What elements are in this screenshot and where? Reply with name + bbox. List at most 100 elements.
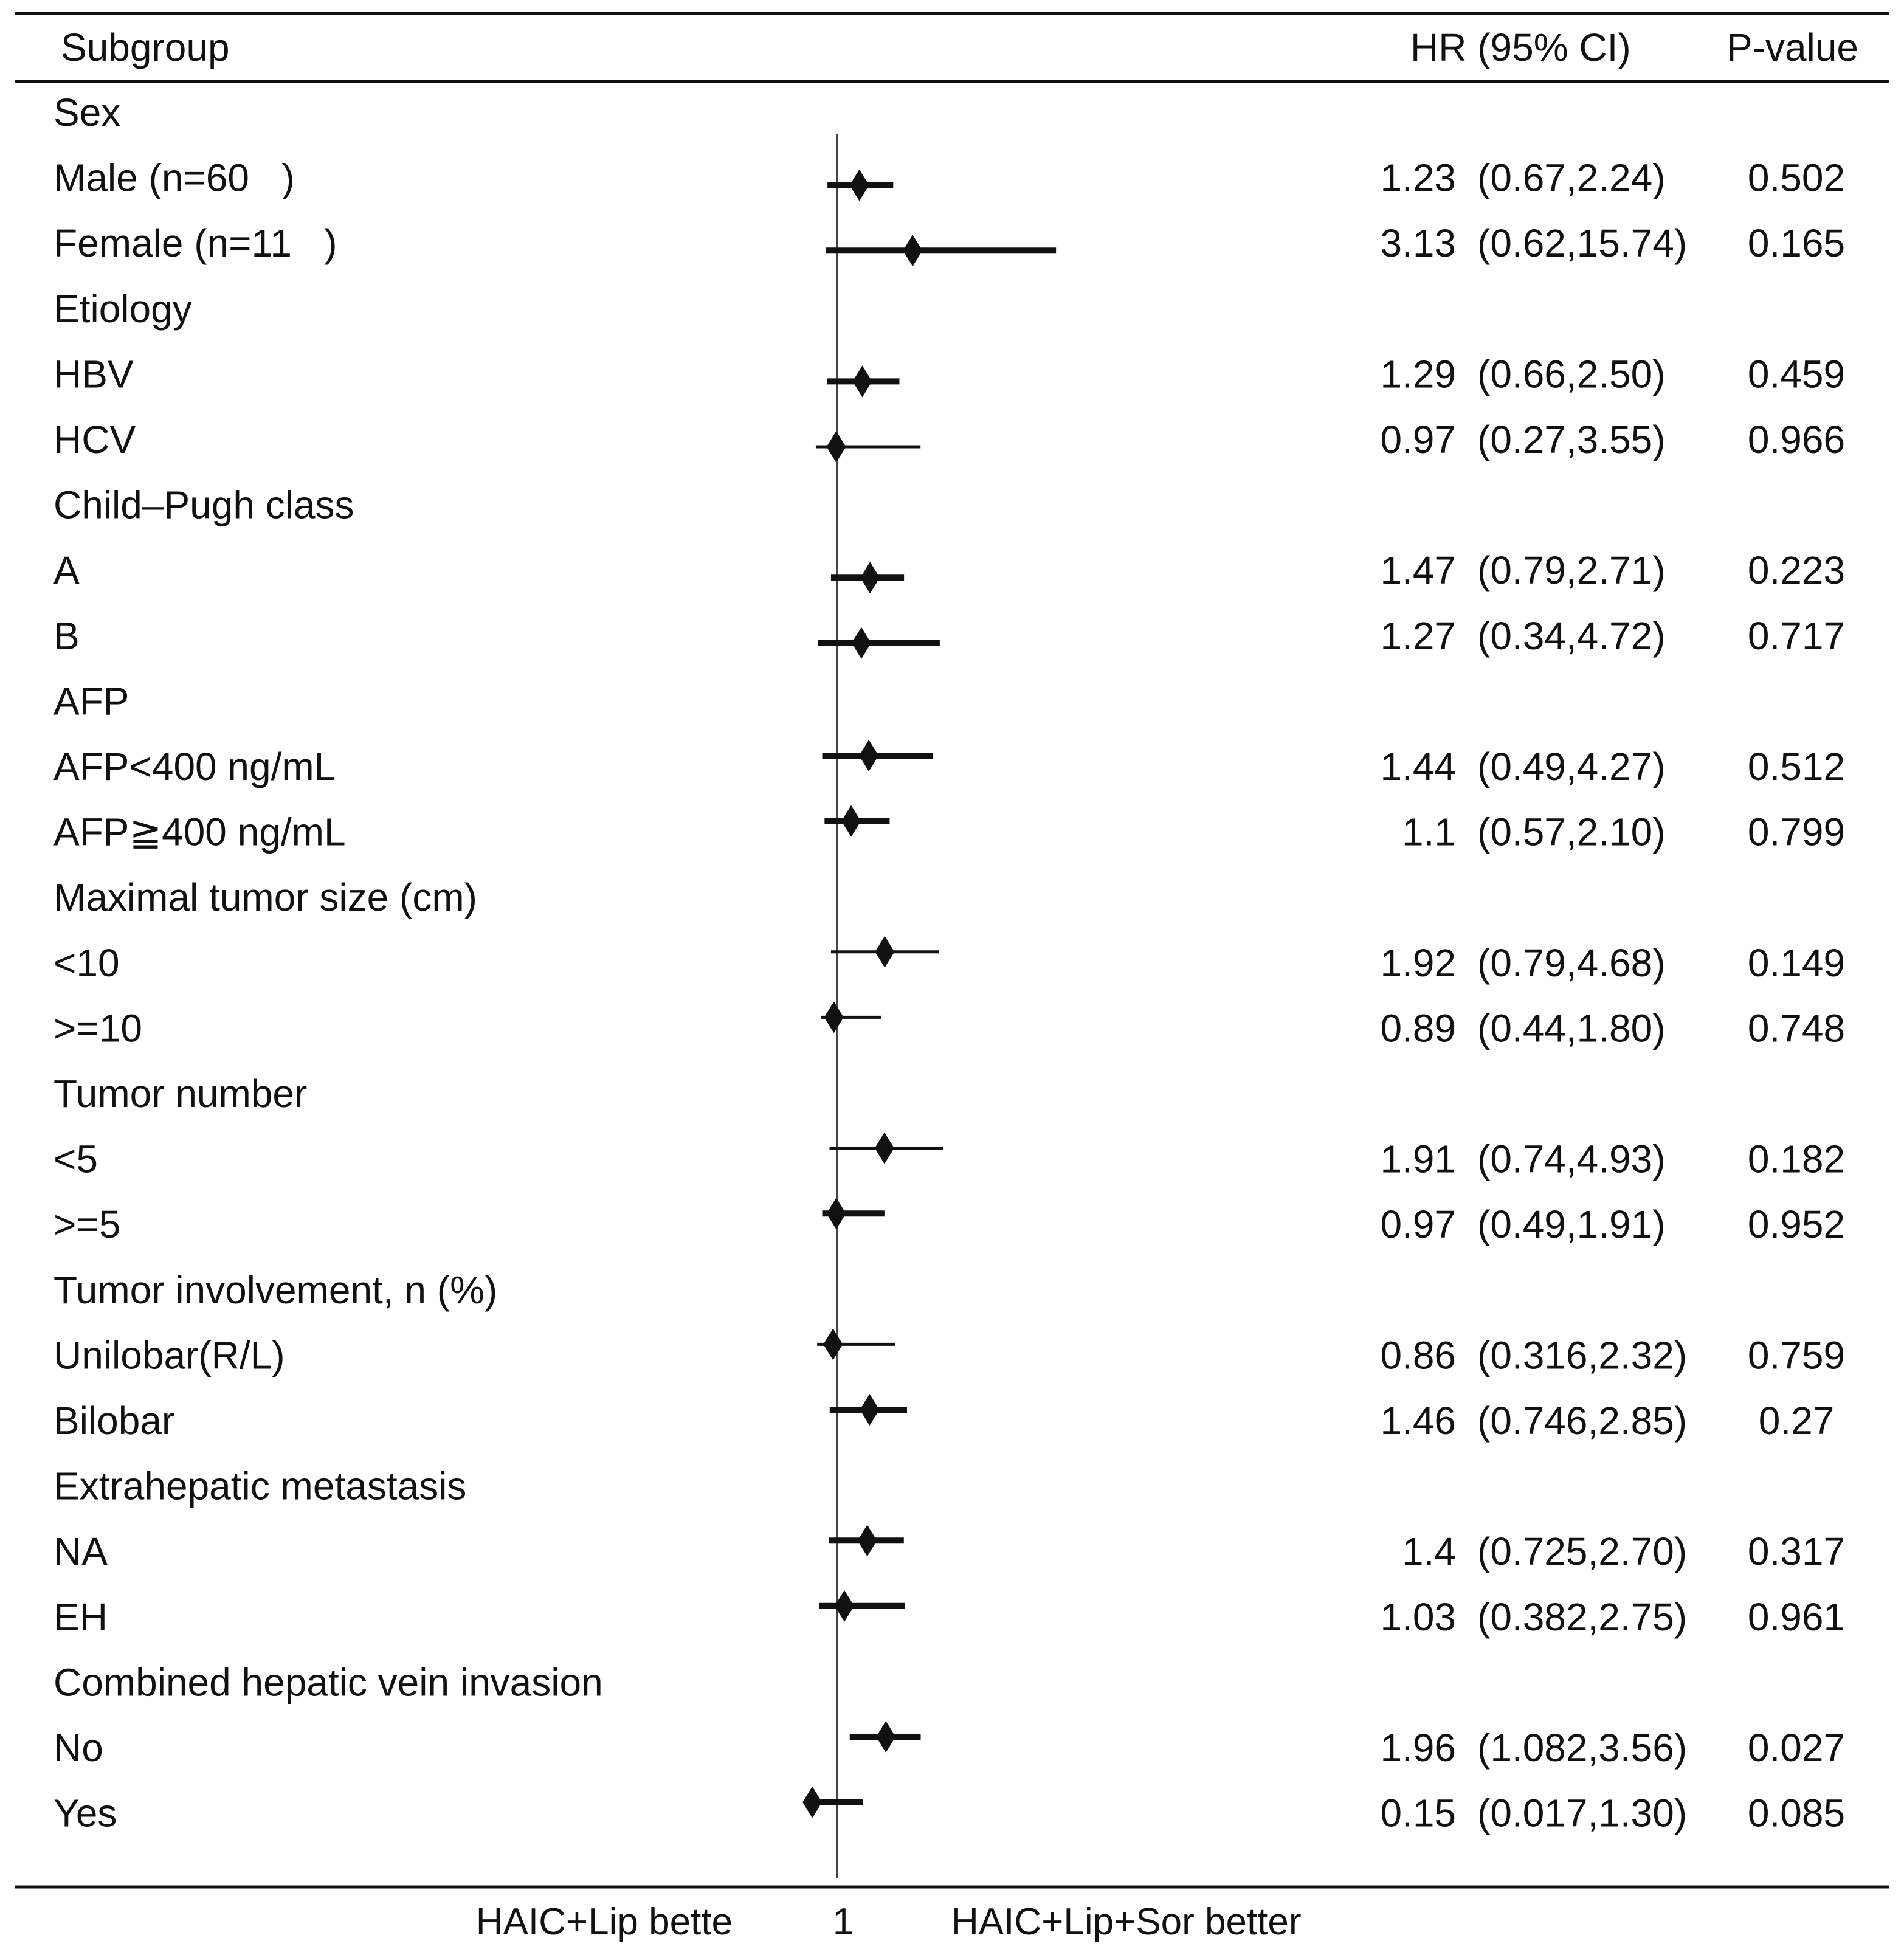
p-value: 0.799 xyxy=(1748,810,1845,854)
hr-value: 1.4 xyxy=(1402,1530,1456,1573)
ci-value: (0.316,2.32) xyxy=(1477,1333,1687,1377)
subgroup-header: Maximal tumor size (cm) xyxy=(53,875,477,919)
hr-value: 0.15 xyxy=(1380,1792,1456,1835)
p-value: 0.165 xyxy=(1748,221,1845,265)
header-subgroup: Subgroup xyxy=(61,26,230,69)
p-value: 0.502 xyxy=(1748,156,1845,200)
hr-value: 1.91 xyxy=(1380,1137,1456,1181)
subgroup-header: Extrahepatic metastasis xyxy=(53,1464,466,1508)
hr-value: 3.13 xyxy=(1380,221,1456,265)
hr-value: 1.96 xyxy=(1380,1726,1456,1770)
subgroup-label: AFP≧400 ng/mL xyxy=(53,810,346,854)
ci-value: (0.62,15.74) xyxy=(1477,221,1687,265)
hr-point xyxy=(876,1721,896,1753)
p-value: 0.952 xyxy=(1748,1202,1845,1246)
subgroup-label: >=10 xyxy=(53,1006,142,1050)
hr-value: 0.97 xyxy=(1380,1202,1456,1246)
subgroup-label: Female (n=11 ) xyxy=(53,221,337,265)
subgroup-label: HBV xyxy=(53,352,134,396)
hr-point xyxy=(841,805,861,837)
subgroup-label: <10 xyxy=(53,941,120,985)
hr-value: 1.03 xyxy=(1380,1595,1456,1639)
p-value: 0.182 xyxy=(1748,1137,1845,1181)
subgroup-label: B xyxy=(53,614,80,658)
subgroup-label: <5 xyxy=(53,1137,98,1181)
hr-value: 1.46 xyxy=(1380,1399,1456,1443)
p-value: 0.459 xyxy=(1748,352,1845,396)
subgroup-header: Combined hepatic vein invasion xyxy=(53,1660,603,1704)
hr-point xyxy=(875,936,895,968)
hr-value: 1.92 xyxy=(1380,941,1456,985)
ci-value: (0.49,1.91) xyxy=(1477,1202,1666,1246)
p-value: 0.027 xyxy=(1748,1726,1845,1770)
p-value: 0.717 xyxy=(1748,614,1845,658)
hr-point xyxy=(834,1590,854,1622)
subgroup-header: AFP xyxy=(53,679,129,723)
subgroup-label: A xyxy=(53,548,80,592)
p-value: 0.961 xyxy=(1748,1595,1845,1639)
hr-point xyxy=(824,1001,844,1033)
p-value: 0.966 xyxy=(1748,418,1845,461)
p-value: 0.759 xyxy=(1748,1333,1845,1377)
p-value: 0.223 xyxy=(1748,548,1845,592)
hr-point xyxy=(852,365,872,398)
p-value: 0.512 xyxy=(1748,745,1845,788)
ci-value: (0.746,2.85) xyxy=(1477,1399,1687,1443)
subgroup-header: Tumor number xyxy=(53,1072,307,1116)
p-value: 0.27 xyxy=(1759,1399,1835,1443)
subgroup-label: Male (n=60 ) xyxy=(53,156,295,200)
hr-point xyxy=(802,1786,823,1818)
ci-value: (0.67,2.24) xyxy=(1477,156,1666,200)
ci-value: (0.66,2.50) xyxy=(1477,352,1666,396)
subgroup-header: Tumor involvement, n (%) xyxy=(53,1268,497,1312)
hr-point xyxy=(859,740,879,771)
ci-value: (0.79,4.68) xyxy=(1477,941,1666,985)
header-p-value: P-value xyxy=(1726,26,1858,69)
subgroup-label: No xyxy=(53,1726,103,1770)
hr-point xyxy=(860,562,880,594)
ci-value: (0.74,4.93) xyxy=(1477,1137,1666,1181)
hr-point xyxy=(849,169,869,201)
ci-value: (0.017,1.30) xyxy=(1477,1792,1687,1835)
ci-value: (0.79,2.71) xyxy=(1477,548,1666,592)
subgroup-label: Yes xyxy=(53,1792,117,1835)
subgroup-header: Etiology xyxy=(53,287,192,331)
hr-value: 0.97 xyxy=(1380,418,1456,461)
subgroup-label: HCV xyxy=(53,418,136,461)
hr-value: 1.27 xyxy=(1380,614,1456,658)
hr-value: 1.47 xyxy=(1380,548,1456,592)
ci-value: (0.44,1.80) xyxy=(1477,1006,1666,1050)
axis-reference-label: 1 xyxy=(833,1901,854,1943)
p-value: 0.149 xyxy=(1748,941,1845,985)
p-value: 0.748 xyxy=(1748,1006,1845,1050)
ci-value: (0.34,4.72) xyxy=(1477,614,1666,658)
hr-value: 0.89 xyxy=(1380,1006,1456,1050)
subgroup-label: Unilobar(R/L) xyxy=(53,1333,285,1377)
forest-rows: Sex Male (n=60 ) 1.23 (0.67,2.24) 0.502 Femal… xyxy=(53,91,1845,1835)
hr-point xyxy=(874,1132,894,1164)
p-value: 0.317 xyxy=(1748,1530,1845,1573)
p-value: 0.085 xyxy=(1748,1792,1845,1835)
hr-value: 1.23 xyxy=(1380,156,1456,200)
ci-value: (0.27,3.55) xyxy=(1477,418,1666,461)
hr-point xyxy=(823,1328,843,1361)
subgroup-header: Sex xyxy=(53,91,120,134)
ci-value: (0.725,2.70) xyxy=(1477,1530,1687,1573)
subgroup-label: >=5 xyxy=(53,1202,120,1246)
hr-point xyxy=(851,627,871,659)
ci-value: (0.382,2.75) xyxy=(1477,1595,1687,1639)
ci-value: (0.49,4.27) xyxy=(1477,745,1666,788)
hr-point xyxy=(860,1394,880,1426)
hr-point xyxy=(826,1198,846,1230)
subgroup-label: Bilobar xyxy=(53,1399,174,1443)
subgroup-header: Child–Pugh class xyxy=(53,483,354,527)
subgroup-label: AFP<400 ng/mL xyxy=(53,745,336,788)
hr-value: 1.1 xyxy=(1402,810,1456,854)
ci-value: (0.57,2.10) xyxy=(1477,810,1666,854)
axis-right-label: HAIC+Lip+Sor better xyxy=(951,1901,1302,1943)
hr-point xyxy=(857,1525,877,1557)
subgroup-label: EH xyxy=(53,1595,108,1639)
header-hr-ci: HR (95% CI) xyxy=(1410,26,1631,69)
hr-value: 0.86 xyxy=(1380,1333,1456,1377)
